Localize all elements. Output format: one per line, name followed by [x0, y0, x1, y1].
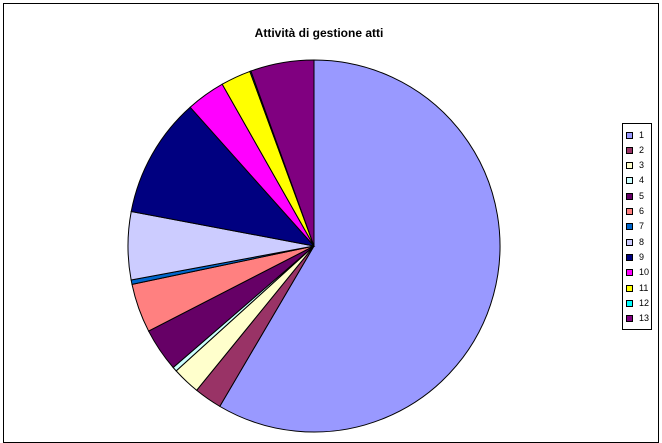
legend-item-8: 8: [626, 236, 644, 248]
legend-swatch: [626, 223, 633, 231]
chart-title: Attività di gestione atti: [254, 26, 384, 40]
legend-item-6: 6: [626, 206, 644, 218]
legend-swatch: [626, 162, 633, 170]
legend-label: 4: [639, 175, 645, 186]
legend-swatch: [626, 284, 633, 292]
legend-label: 10: [639, 267, 650, 278]
legend-item-12: 12: [626, 297, 649, 309]
legend-swatch: [626, 269, 633, 277]
legend-item-1: 1: [626, 129, 644, 141]
pie-slice-9: [130, 106, 316, 247]
legend-item-2: 2: [626, 144, 644, 156]
legend-label: 8: [639, 236, 645, 247]
legend-item-10: 10: [626, 267, 649, 279]
chart-area: Attività di gestione atti 1 2 3 4 5 6 7 8 9 10 11 1…: [3, 3, 659, 443]
legend-swatch: [626, 253, 633, 261]
legend-label: 6: [639, 206, 645, 216]
legend-swatch: [626, 131, 633, 139]
legend-item-13: 13: [626, 313, 649, 325]
legend-item-11: 11: [626, 282, 648, 294]
legend-label: 5: [639, 190, 645, 201]
legend-item-7: 7: [626, 221, 644, 233]
pie-slice-1: [219, 59, 501, 433]
legend-swatch: [626, 192, 633, 200]
legend-label: 1: [639, 129, 645, 140]
legend-label: 2: [639, 144, 645, 155]
legend-label: 3: [639, 160, 645, 171]
pie-chart: [127, 59, 501, 433]
legend-label: 11: [639, 282, 649, 293]
legend-label: 12: [639, 297, 650, 308]
legend-label: 7: [639, 221, 645, 232]
legend-swatch: [626, 208, 633, 215]
legend-label: 13: [639, 313, 650, 324]
legend: 1 2 3 4 5 6 7 8 9 10 11 12 13: [622, 123, 652, 330]
pie-slice-13: [250, 59, 315, 247]
legend-item-9: 9: [626, 251, 644, 263]
legend-swatch: [626, 315, 633, 323]
legend-swatch: [626, 146, 633, 154]
legend-item-4: 4: [626, 175, 644, 187]
legend-label: 9: [639, 251, 645, 262]
legend-item-5: 5: [626, 190, 644, 202]
legend-item-3: 3: [626, 160, 644, 172]
legend-swatch: [626, 238, 633, 246]
legend-swatch: [626, 299, 633, 307]
legend-swatch: [626, 177, 633, 185]
